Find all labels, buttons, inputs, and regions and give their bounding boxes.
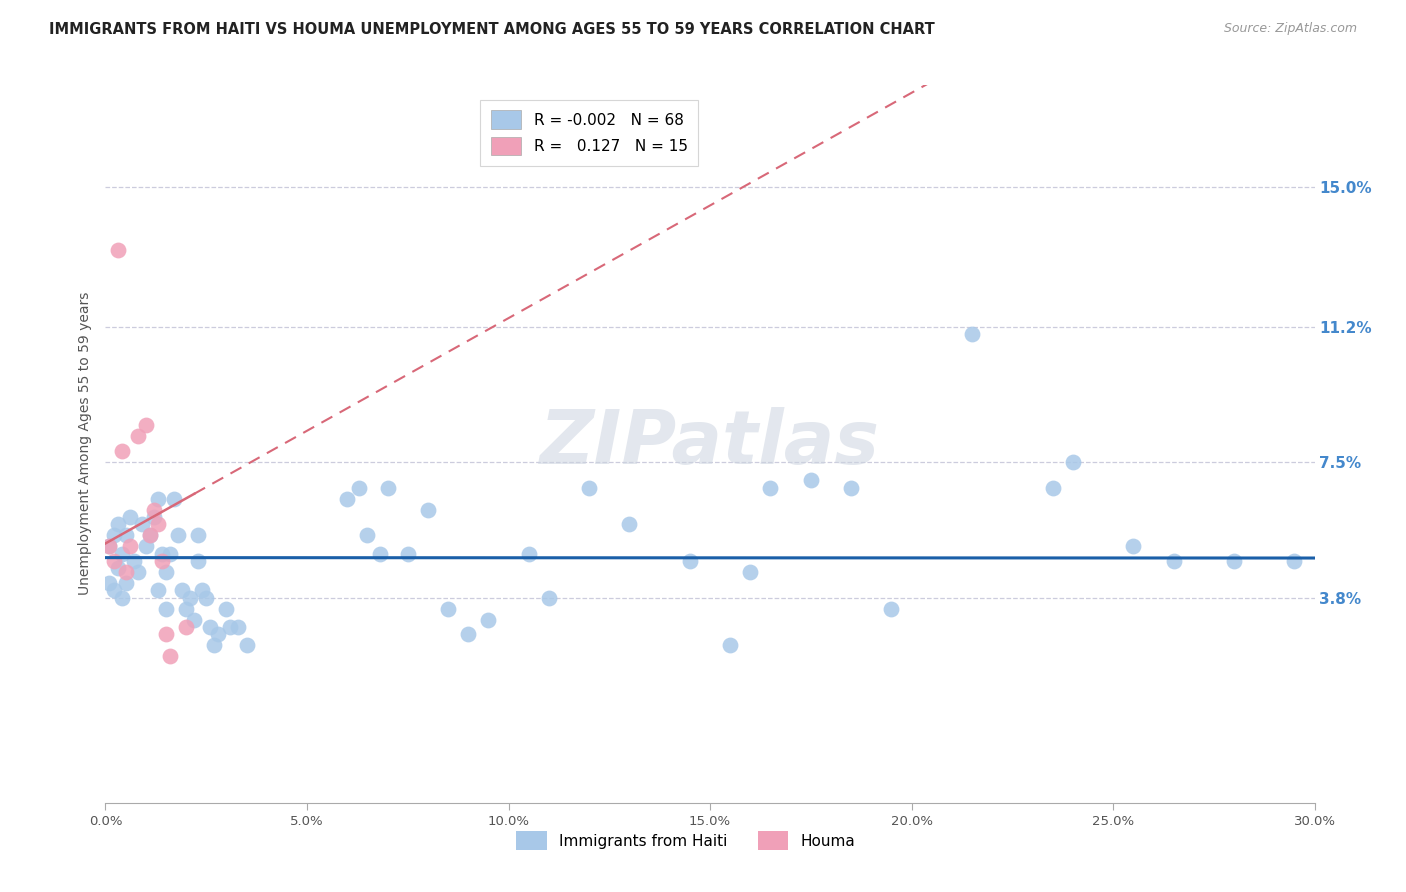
- Point: [336, 491, 359, 506]
- Point: [740, 565, 762, 579]
- Point: [207, 627, 229, 641]
- Point: [118, 539, 141, 553]
- Point: [131, 517, 153, 532]
- Point: [127, 429, 149, 443]
- Point: [349, 481, 371, 495]
- Point: [1163, 554, 1185, 568]
- Point: [228, 620, 250, 634]
- Point: [179, 591, 201, 605]
- Point: [155, 601, 177, 615]
- Point: [103, 554, 125, 568]
- Point: [759, 481, 782, 495]
- Point: [98, 576, 121, 591]
- Point: [163, 491, 186, 506]
- Point: [167, 528, 190, 542]
- Point: [800, 474, 823, 488]
- Point: [146, 583, 169, 598]
- Point: [110, 444, 132, 458]
- Point: [437, 601, 460, 615]
- Point: [150, 547, 173, 561]
- Point: [1223, 554, 1246, 568]
- Point: [191, 583, 214, 598]
- Point: [159, 547, 181, 561]
- Point: [416, 502, 439, 516]
- Point: [114, 576, 136, 591]
- Point: [1122, 539, 1144, 553]
- Point: [235, 638, 257, 652]
- Point: [960, 326, 983, 341]
- Text: ZIPatlas: ZIPatlas: [540, 408, 880, 480]
- Point: [122, 554, 145, 568]
- Point: [135, 418, 157, 433]
- Point: [98, 539, 121, 553]
- Point: [114, 565, 136, 579]
- Point: [183, 613, 205, 627]
- Point: [396, 547, 419, 561]
- Point: [155, 627, 177, 641]
- Point: [103, 583, 125, 598]
- Point: [880, 601, 903, 615]
- Point: [619, 517, 641, 532]
- Point: [159, 649, 181, 664]
- Point: [107, 517, 129, 532]
- Point: [174, 620, 197, 634]
- Point: [1042, 481, 1064, 495]
- Point: [142, 510, 165, 524]
- Point: [187, 554, 209, 568]
- Point: [139, 528, 162, 542]
- Point: [718, 638, 741, 652]
- Point: [457, 627, 479, 641]
- Point: [1062, 455, 1084, 469]
- Text: IMMIGRANTS FROM HAITI VS HOUMA UNEMPLOYMENT AMONG AGES 55 TO 59 YEARS CORRELATIO: IMMIGRANTS FROM HAITI VS HOUMA UNEMPLOYM…: [49, 22, 935, 37]
- Point: [107, 243, 129, 257]
- Y-axis label: Unemployment Among Ages 55 to 59 years: Unemployment Among Ages 55 to 59 years: [77, 292, 91, 596]
- Point: [839, 481, 862, 495]
- Point: [114, 528, 136, 542]
- Point: [135, 539, 157, 553]
- Point: [477, 613, 499, 627]
- Point: [139, 528, 162, 542]
- Point: [200, 620, 222, 634]
- Point: [679, 554, 702, 568]
- Point: [155, 565, 177, 579]
- Point: [537, 591, 560, 605]
- Point: [187, 528, 209, 542]
- Point: [118, 510, 141, 524]
- Point: [98, 539, 121, 553]
- Point: [356, 528, 378, 542]
- Legend: Immigrants from Haiti, Houma: Immigrants from Haiti, Houma: [510, 825, 862, 856]
- Point: [517, 547, 540, 561]
- Point: [146, 491, 169, 506]
- Point: [1284, 554, 1306, 568]
- Point: [215, 601, 238, 615]
- Point: [202, 638, 225, 652]
- Point: [219, 620, 242, 634]
- Point: [170, 583, 193, 598]
- Point: [146, 517, 169, 532]
- Point: [110, 547, 132, 561]
- Point: [142, 502, 165, 516]
- Point: [127, 565, 149, 579]
- Point: [578, 481, 600, 495]
- Point: [368, 547, 391, 561]
- Point: [150, 554, 173, 568]
- Point: [195, 591, 218, 605]
- Point: [174, 601, 197, 615]
- Point: [107, 561, 129, 575]
- Point: [103, 528, 125, 542]
- Text: Source: ZipAtlas.com: Source: ZipAtlas.com: [1223, 22, 1357, 36]
- Point: [377, 481, 399, 495]
- Point: [110, 591, 132, 605]
